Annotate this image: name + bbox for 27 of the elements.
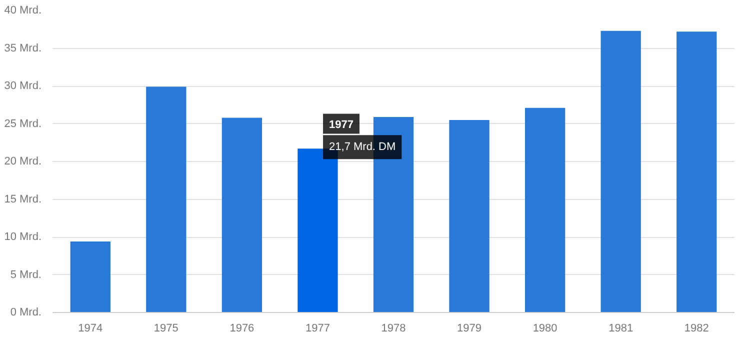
x-tick-label: 1981	[608, 322, 634, 334]
x-tick-label: 1974	[78, 322, 103, 334]
annotation: 21,7 Mrd. DM	[329, 141, 396, 154]
bar	[146, 86, 186, 312]
y-tick-label: 30 Mrd.	[4, 80, 42, 92]
y-tick-label: 15 Mrd.	[4, 193, 42, 206]
category-label: 1977	[329, 118, 354, 131]
y-tick-label: 20 Mrd.	[4, 156, 42, 168]
bar	[222, 118, 262, 312]
x-tick-label: 1980	[532, 322, 558, 334]
x-tick-label: 1975	[154, 322, 178, 334]
bar	[449, 120, 490, 312]
y-tick-label: 40 Mrd.	[4, 4, 42, 16]
bar	[70, 242, 110, 312]
y-tick-label: 10 Mrd.	[4, 231, 42, 243]
bar	[600, 30, 641, 312]
y-tick-label: 5 Mrd.	[10, 268, 42, 281]
bar	[524, 108, 566, 312]
y-tick-label: 0 Mrd.	[10, 306, 42, 318]
x-tick-label: 1982	[684, 322, 709, 334]
y-tick-label: 35 Mrd.	[4, 42, 42, 54]
x-tick-label: 1979	[457, 322, 482, 334]
bar	[676, 32, 717, 312]
x-tick-label: 1977	[305, 322, 330, 334]
x-tick-label: 1976	[230, 322, 254, 334]
x-tick-label: 1978	[381, 322, 406, 334]
y-tick-label: 25 Mrd.	[4, 118, 42, 130]
